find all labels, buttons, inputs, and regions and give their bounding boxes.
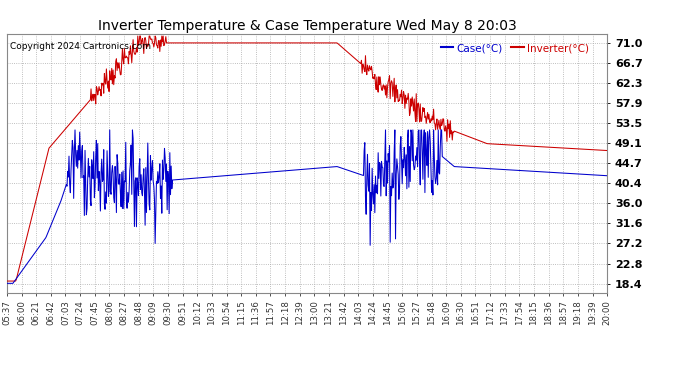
Legend: Case(°C), Inverter(°C): Case(°C), Inverter(°C) bbox=[437, 39, 593, 57]
Title: Inverter Temperature & Case Temperature Wed May 8 20:03: Inverter Temperature & Case Temperature … bbox=[98, 19, 516, 33]
Text: Copyright 2024 Cartronics.com: Copyright 2024 Cartronics.com bbox=[10, 42, 151, 51]
